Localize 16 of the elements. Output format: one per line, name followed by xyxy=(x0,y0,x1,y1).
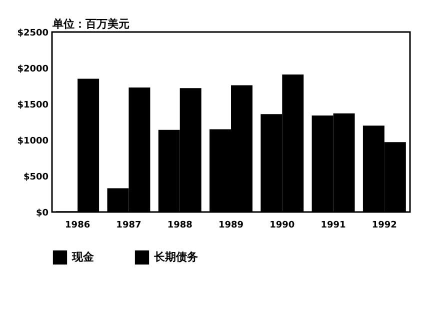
y-tick-label: $2000 xyxy=(17,64,48,74)
y-tick-label: $500 xyxy=(23,172,48,182)
y-tick-label: $0 xyxy=(36,208,48,218)
x-tick-label: 1987 xyxy=(116,220,142,230)
x-tick-label: 1988 xyxy=(167,220,192,230)
y-tick-label: $1500 xyxy=(17,100,48,110)
y-tick-label: $2500 xyxy=(17,28,48,38)
x-tick-label: 1989 xyxy=(218,220,244,230)
x-tick-label: 1991 xyxy=(320,220,346,230)
x-tick-label: 1992 xyxy=(372,220,397,230)
legend-label: 长期债务 xyxy=(153,250,198,264)
legend-label: 现金 xyxy=(71,250,95,264)
x-tick-label: 1986 xyxy=(65,220,90,230)
x-tick-label: 1990 xyxy=(270,220,295,230)
y-tick-label: $1000 xyxy=(17,136,48,146)
y-axis-title: 单位：百万美元 xyxy=(52,18,130,30)
